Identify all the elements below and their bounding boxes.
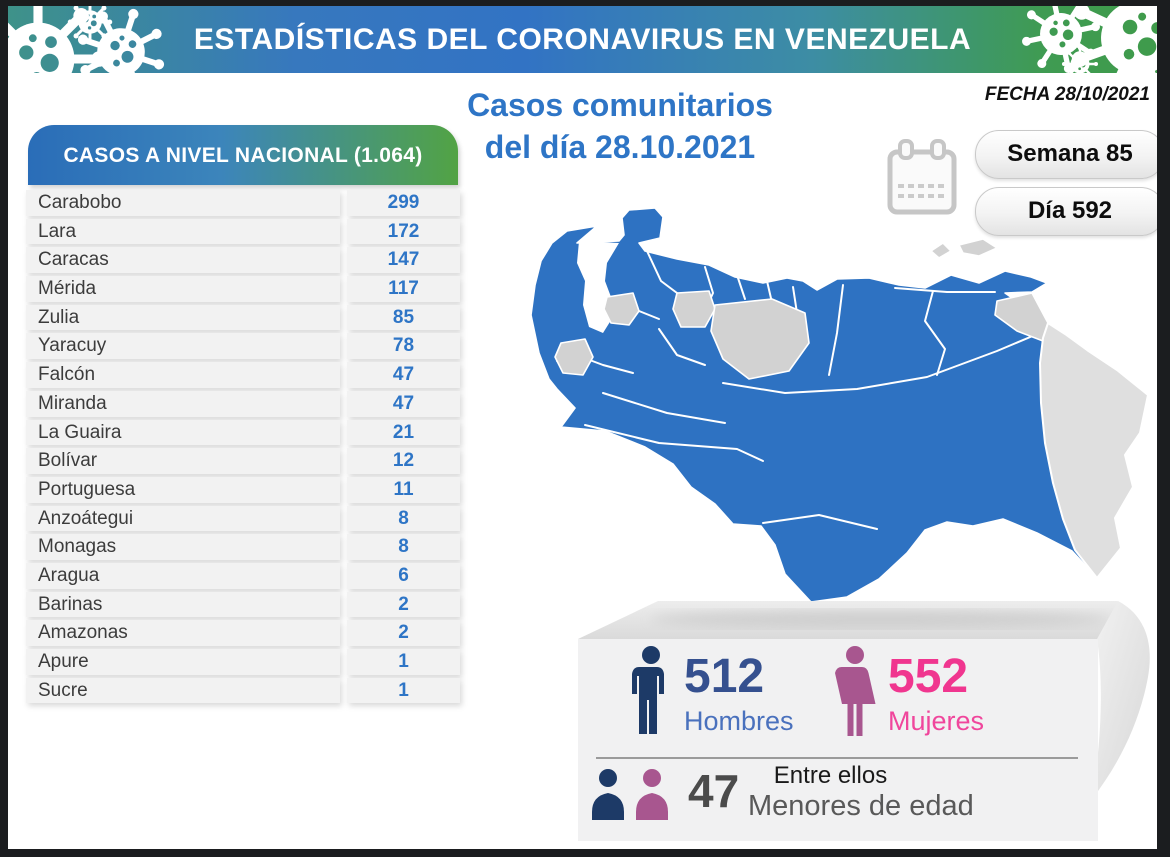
table-row: Aragua 6	[26, 562, 460, 589]
frame-left	[0, 0, 8, 857]
state-cases: 8	[347, 534, 460, 560]
table-row: Lara 172	[26, 218, 460, 245]
state-name: Lara	[26, 218, 340, 245]
date-label: FECHA 28/10/2021	[984, 84, 1150, 105]
state-cases: 21	[347, 419, 460, 446]
state-name: Caracas	[26, 247, 340, 274]
state-cases: 12	[347, 448, 460, 474]
page-title-line2: del día 28.10.2021	[484, 129, 756, 165]
state-cases: 1	[347, 677, 460, 704]
table-row: Amazonas 2	[26, 620, 460, 646]
women-label: Mujeres	[888, 706, 985, 736]
state-name: Miranda	[26, 390, 340, 417]
minors-label-line2: Menores de edad	[748, 790, 974, 822]
state-name: Monagas	[26, 534, 340, 560]
state-name: Bolívar	[26, 448, 340, 474]
state-cases: 85	[347, 304, 460, 331]
map-esequibo-region	[1039, 322, 1149, 579]
state-name: Zulia	[26, 304, 340, 331]
state-cases: 11	[347, 476, 460, 503]
week-badge: Semana 85	[975, 130, 1165, 179]
state-cases: 299	[347, 190, 460, 216]
state-name: Carabobo	[26, 190, 340, 216]
state-cases: 8	[347, 505, 460, 532]
table-row: Caracas 147	[26, 247, 460, 274]
table-row: Zulia 85	[26, 304, 460, 331]
top-banner: ESTADÍSTICAS DEL CORONAVIRUS EN VENEZUEL…	[8, 6, 1157, 73]
map-inactive-states	[554, 238, 1049, 380]
table-row: Bolívar 12	[26, 448, 460, 474]
men-label: Hombres	[684, 706, 794, 736]
table-row: Portuguesa 11	[26, 476, 460, 503]
cases-table: Carabobo 299 Lara 172 Caracas 147 Mérida…	[26, 190, 460, 704]
state-cases: 1	[347, 649, 460, 675]
state-cases: 2	[347, 620, 460, 646]
men-count: 512	[684, 650, 765, 703]
woman-icon	[835, 646, 876, 736]
table-row: Anzoátegui 8	[26, 505, 460, 532]
table-row: Sucre 1	[26, 677, 460, 704]
state-name: Amazonas	[26, 620, 340, 646]
children-icons	[592, 769, 668, 820]
panel-divider	[596, 757, 1078, 759]
state-name: Falcón	[26, 362, 340, 388]
state-name: Sucre	[26, 677, 340, 704]
state-name: La Guaira	[26, 419, 340, 446]
table-row: La Guaira 21	[26, 419, 460, 446]
state-cases: 47	[347, 390, 460, 417]
table-row: Yaracuy 78	[26, 333, 460, 360]
state-name: Portuguesa	[26, 476, 340, 503]
day-badge: Día 592	[975, 187, 1165, 236]
table-row: Carabobo 299	[26, 190, 460, 216]
banner-title: ESTADÍSTICAS DEL CORONAVIRUS EN VENEZUEL…	[193, 23, 972, 56]
table-row: Apure 1	[26, 649, 460, 675]
state-name: Mérida	[26, 276, 340, 302]
minors-count: 47	[688, 765, 740, 817]
table-row: Monagas 8	[26, 534, 460, 560]
frame-bottom	[0, 849, 1170, 857]
frame-right	[1157, 0, 1170, 857]
table-row: Barinas 2	[26, 591, 460, 618]
state-name: Barinas	[26, 591, 340, 618]
page-title: Casos comunitarios del día 28.10.2021	[455, 84, 785, 168]
state-name: Anzoátegui	[26, 505, 340, 532]
cases-table-header: CASOS A NIVEL NACIONAL (1.064)	[28, 125, 458, 185]
table-row: Miranda 47	[26, 390, 460, 417]
state-name: Yaracuy	[26, 333, 340, 360]
women-count: 552	[888, 650, 969, 703]
state-name: Apure	[26, 649, 340, 675]
page-title-line1: Casos comunitarios	[467, 87, 773, 123]
state-name: Aragua	[26, 562, 340, 589]
calendar-icon	[887, 139, 957, 215]
frame-top	[0, 0, 1170, 6]
table-row: Mérida 117	[26, 276, 460, 302]
venezuela-map	[530, 207, 1149, 603]
state-cases: 78	[347, 333, 460, 360]
minors-label-line1: Entre ellos	[773, 762, 888, 789]
state-cases: 147	[347, 247, 460, 274]
table-row: Falcón 47	[26, 362, 460, 388]
state-cases: 117	[347, 276, 460, 302]
man-icon	[632, 646, 664, 734]
state-cases: 6	[347, 562, 460, 589]
state-cases: 2	[347, 591, 460, 618]
state-cases: 172	[347, 218, 460, 245]
state-cases: 47	[347, 362, 460, 388]
panel-pedestal	[578, 601, 1150, 799]
